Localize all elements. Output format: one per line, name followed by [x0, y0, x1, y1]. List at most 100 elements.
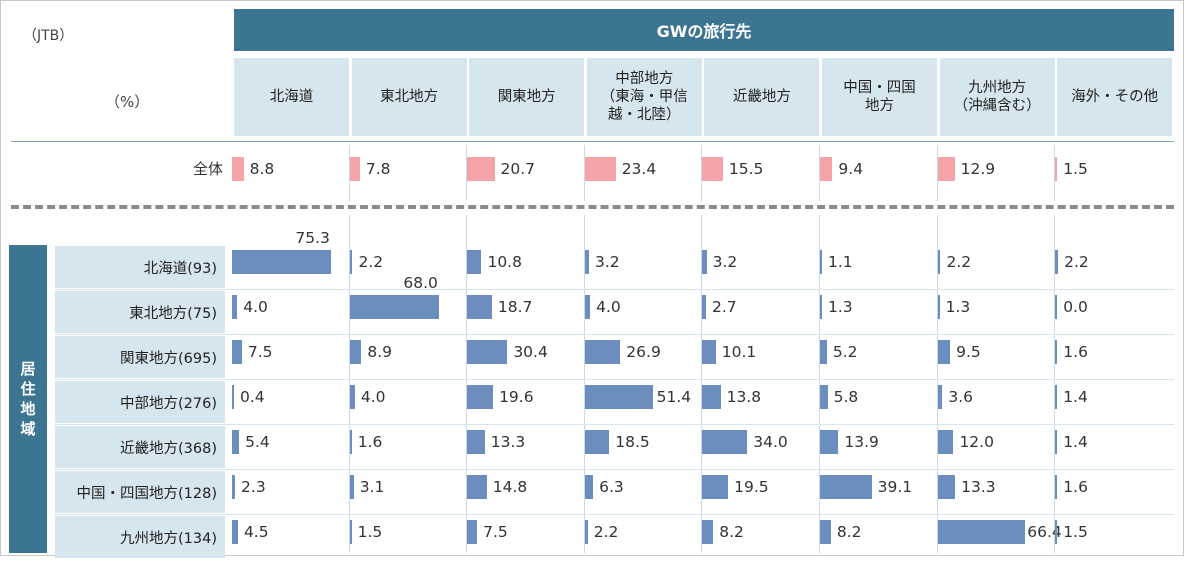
column-header: 九州地方 （沖縄含む）	[939, 58, 1055, 136]
data-label: 13.9	[844, 433, 879, 451]
column-separator	[583, 215, 585, 553]
data-label: 9.5	[956, 343, 981, 361]
column-header: 東北地方	[351, 58, 467, 136]
data-label: 8.9	[367, 343, 392, 361]
data-label: 4.0	[360, 388, 386, 406]
data-bar	[702, 475, 729, 499]
data-bar	[467, 520, 478, 544]
row-separator	[55, 289, 1174, 290]
data-bar	[820, 430, 839, 454]
data-label: 1.6	[1063, 478, 1088, 496]
data-bar	[467, 385, 494, 409]
column-separator	[819, 215, 820, 553]
residence-char: 住	[20, 380, 36, 398]
data-bar	[702, 430, 748, 454]
data-label: 13.8	[726, 388, 762, 406]
data-bar	[584, 385, 653, 409]
data-label: 12.9	[960, 160, 996, 178]
data-label: 15.5	[728, 160, 764, 178]
data-bar	[584, 295, 591, 319]
column-separator	[466, 145, 468, 201]
data-bar	[1055, 385, 1058, 409]
row-separator	[55, 379, 1174, 380]
data-bar	[584, 250, 590, 274]
chart-frame: （JTB） （%） GWの旅行先 全体 居 住 地 域 北海道 東北地方 関東地方中…	[0, 0, 1184, 558]
data-label: 10.8	[487, 253, 522, 271]
data-bar	[467, 340, 508, 364]
column-separator	[1054, 215, 1056, 553]
data-label: 1.4	[1063, 433, 1088, 451]
data-label: 2.2	[1064, 253, 1089, 271]
dashed-divider	[11, 205, 1174, 209]
data-label: 1.5	[1063, 523, 1088, 541]
data-bar	[820, 157, 833, 181]
header-divider	[11, 141, 1174, 142]
data-label: 23.4	[621, 160, 657, 178]
data-label: 20.7	[500, 160, 536, 178]
data-label: 68.0	[403, 274, 438, 292]
data-label: 3.6	[948, 388, 973, 406]
data-label: 7.8	[365, 160, 391, 178]
data-label: 1.6	[357, 433, 383, 451]
data-label: 3.2	[712, 253, 738, 271]
column-separator	[701, 215, 703, 553]
data-bar	[349, 340, 362, 364]
row-label: 北海道(93)	[55, 246, 225, 288]
data-bar	[937, 520, 1026, 544]
data-bar	[820, 295, 822, 319]
row-label: 近畿地方(368)	[55, 426, 225, 468]
data-bar	[937, 295, 940, 319]
residence-char: 地	[20, 400, 36, 418]
data-label: 3.2	[595, 253, 620, 271]
column-header: 近畿地方	[704, 58, 820, 136]
data-bar	[702, 295, 706, 319]
data-label: 0.0	[1063, 298, 1088, 316]
data-bar	[232, 295, 238, 319]
data-label: 13.3	[490, 433, 526, 451]
data-bar	[1055, 520, 1058, 544]
data-bar	[1055, 430, 1058, 454]
data-label: 8.8	[249, 160, 275, 178]
data-bar	[820, 475, 872, 499]
data-label: 10.1	[721, 343, 757, 361]
data-label: 9.4	[838, 160, 864, 178]
data-label: 1.5	[357, 523, 383, 541]
data-label: 5.8	[833, 388, 859, 406]
data-label: 7.5	[247, 343, 273, 361]
data-label: 8.2	[719, 523, 744, 541]
data-label: 39.1	[877, 478, 913, 496]
data-label: 1.3	[828, 298, 853, 316]
data-label: 4.5	[243, 523, 269, 541]
data-bar	[467, 475, 487, 499]
data-bar	[820, 385, 828, 409]
data-label: 5.2	[832, 343, 858, 361]
column-separator	[1054, 145, 1056, 201]
data-bar	[820, 520, 831, 544]
data-bar	[232, 157, 244, 181]
data-bar	[1055, 475, 1058, 499]
data-label: 18.5	[615, 433, 650, 451]
row-separator	[55, 424, 1174, 425]
data-bar	[467, 157, 495, 181]
data-label: 2.2	[593, 523, 619, 541]
data-label: 1.3	[945, 298, 971, 316]
data-bar	[467, 430, 485, 454]
data-label: 1.4	[1063, 388, 1088, 406]
data-bar	[702, 157, 723, 181]
data-bar	[584, 157, 616, 181]
data-label: 18.7	[497, 298, 533, 316]
data-label: 19.5	[734, 478, 769, 496]
data-bar	[349, 430, 352, 454]
data-label: 2.7	[711, 298, 737, 316]
data-bar	[584, 430, 610, 454]
header-title: GWの旅行先	[234, 9, 1174, 51]
data-label: 26.9	[626, 343, 661, 361]
data-bar	[937, 475, 956, 499]
data-bar	[232, 430, 240, 454]
data-label: 34.0	[753, 433, 788, 451]
data-bar	[349, 520, 352, 544]
data-bar	[1055, 250, 1059, 274]
data-label: 30.4	[513, 343, 548, 361]
data-label: 7.5	[483, 523, 508, 541]
column-separator	[819, 145, 820, 201]
